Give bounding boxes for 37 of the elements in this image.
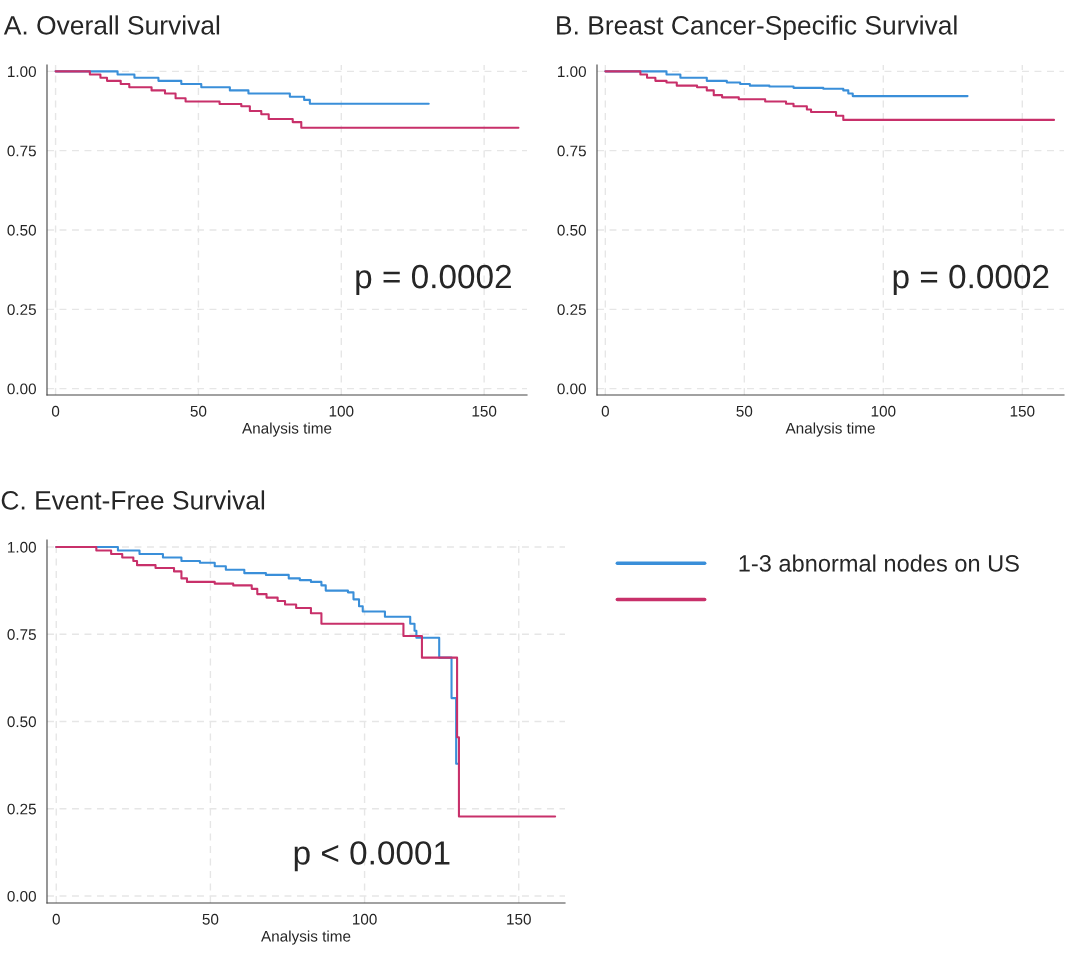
y-tick-label: 0.75 [7,145,36,157]
chart-title: C. Event-Free Survival [1,490,265,510]
legend-label: 1-3 abnormal nodes on US [739,554,1019,572]
y-tick-label: 1.00 [558,66,586,78]
y-tick-label: 0.50 [7,716,36,728]
x-tick-label: 50 [202,913,219,925]
y-tick-label: 0.25 [7,304,36,316]
x-tick-label: 0 [52,913,60,925]
y-tick-label: 0.75 [557,145,586,157]
x-tick-label: 150 [507,913,531,925]
y-tick-label: 0.50 [557,224,586,236]
x-tick-label: 100 [871,405,896,417]
x-tick-label: 0 [51,405,60,417]
x-tick-label: 50 [190,405,207,417]
x-axis-title: Analysis time [242,422,332,437]
x-tick-label: 0 [601,405,609,417]
annotation: p = 0.0002 [356,264,511,296]
y-tick-label: 1.00 [8,66,36,78]
x-axis-title: Analysis time [261,930,351,945]
y-tick-label: 0.50 [7,224,36,236]
y-tick-label: 0.00 [7,383,36,395]
chart-title: B. Breast Cancer-Specific Survival [557,15,957,40]
annotation: p = 0.0002 [893,264,1049,296]
x-axis-title: Analysis time [785,422,875,437]
y-tick-label: 0.25 [7,803,36,815]
y-tick-label: 0.75 [7,629,36,640]
y-tick-label: 0.00 [7,890,36,902]
x-tick-label: 100 [329,405,354,417]
x-tick-label: 150 [1010,405,1035,417]
chart-title: A. Overall Survival [3,15,220,35]
x-tick-label: 100 [353,913,377,925]
annotation: p < 0.0001 [294,841,450,872]
x-tick-label: 50 [736,405,753,417]
y-tick-label: 1.00 [8,541,36,553]
x-tick-label: 150 [472,405,497,417]
y-tick-label: 0.00 [557,383,586,395]
y-tick-label: 0.25 [557,304,586,316]
